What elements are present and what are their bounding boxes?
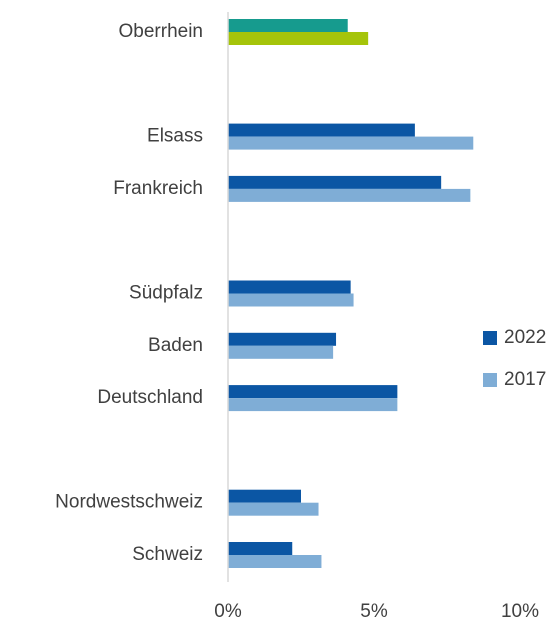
y-tick-label: Oberrhein (119, 21, 204, 42)
x-tick-label: 10% (501, 601, 539, 622)
bar (228, 280, 351, 294)
legend-label: 2017 (504, 369, 546, 390)
y-tick-label: Frankreich (113, 178, 203, 199)
bar (228, 123, 415, 137)
legend-label: 2022 (504, 327, 546, 348)
bar (228, 32, 369, 45)
y-tick-label: Baden (148, 335, 203, 356)
bar (228, 542, 293, 555)
bar (228, 188, 471, 202)
bar (228, 502, 319, 516)
bar (228, 293, 354, 307)
x-tick-label: 5% (360, 601, 388, 622)
y-tick-label: Südpfalz (129, 283, 203, 304)
y-tick-label: Elsass (147, 126, 203, 147)
bar (228, 555, 322, 568)
legend-swatch (483, 331, 497, 345)
y-tick-label: Schweiz (132, 544, 203, 565)
x-tick-label: 0% (214, 601, 242, 622)
bar (228, 385, 398, 399)
y-tick-label: Deutschland (97, 387, 203, 408)
bar (228, 489, 301, 503)
legend-swatch (483, 373, 497, 387)
bar (228, 136, 474, 150)
bar (228, 345, 334, 359)
bar (228, 332, 337, 346)
bar (228, 19, 348, 32)
bar (228, 398, 398, 412)
bar (228, 175, 442, 189)
y-tick-label: Nordwestschweiz (55, 492, 203, 513)
